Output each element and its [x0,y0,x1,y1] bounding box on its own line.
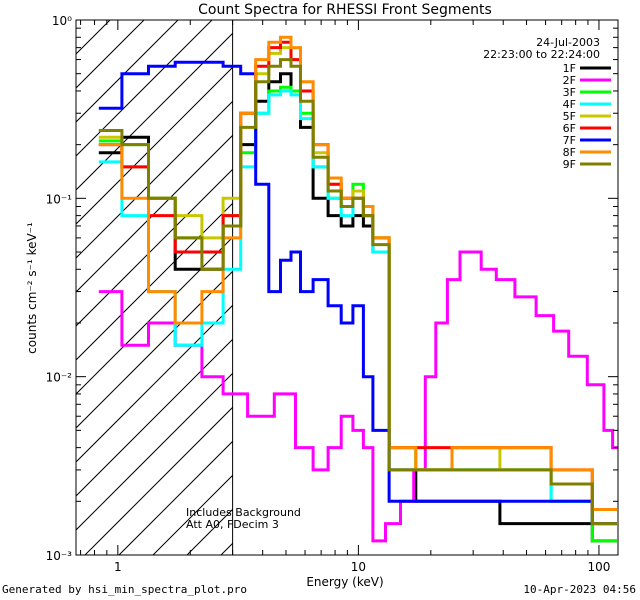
legend-label-6F: 6F [563,122,576,135]
series-layer [98,35,618,543]
x-tick-label: 1 [114,560,122,574]
y-axis-label: counts cm⁻² s⁻¹ keV⁻¹ [25,222,39,354]
legend-label-2F: 2F [563,74,576,87]
y-tick-label: 10⁻³ [46,549,73,563]
plot-frame [75,19,619,556]
x-tick-label: 10 [351,560,366,574]
y-tick-label: 10⁻² [46,371,73,385]
hatch-lines [76,20,233,555]
x-axis-label: Energy (keV) [306,575,383,589]
low-energy-hatched-region [76,20,234,555]
series-line-6F [98,40,617,511]
chart-time-range: 22:23:00 to 22:24:00 [483,48,600,61]
legend-label-9F: 9F [563,158,576,171]
footer-timestamp: 10-Apr-2023 04:56 [523,583,636,596]
annotation-attenuator: Att A0, FDecim 3 [186,518,279,531]
legend-label-1F: 1F [563,62,576,75]
legend-label-3F: 3F [563,86,576,99]
legend-label-5F: 5F [563,110,576,123]
legend-label-8F: 8F [563,146,576,159]
x-tick-label: 100 [587,560,610,574]
annotation-background: Includes Background [186,506,301,519]
chart-title: Count Spectra for RHESSI Front Segments [198,2,492,18]
series-line-9F [98,58,617,526]
chart-date: 24-Jul-2003 [536,36,600,49]
series-line-5F [98,46,617,526]
y-tick-label: 10⁰ [52,14,72,28]
footer-generated-by: Generated by hsi_min_spectra_plot.pro [2,583,248,596]
legend-label-4F: 4F [563,98,576,111]
y-tick-label: 10⁻¹ [46,192,73,206]
legend-label-7F: 7F [563,134,576,147]
series-line-7F [98,60,617,526]
series-line-2F [98,250,618,543]
axes: 1 10 100 10⁰ 10⁻¹ 10⁻² 10⁻³ [46,14,618,574]
series-line-8F [98,35,617,511]
